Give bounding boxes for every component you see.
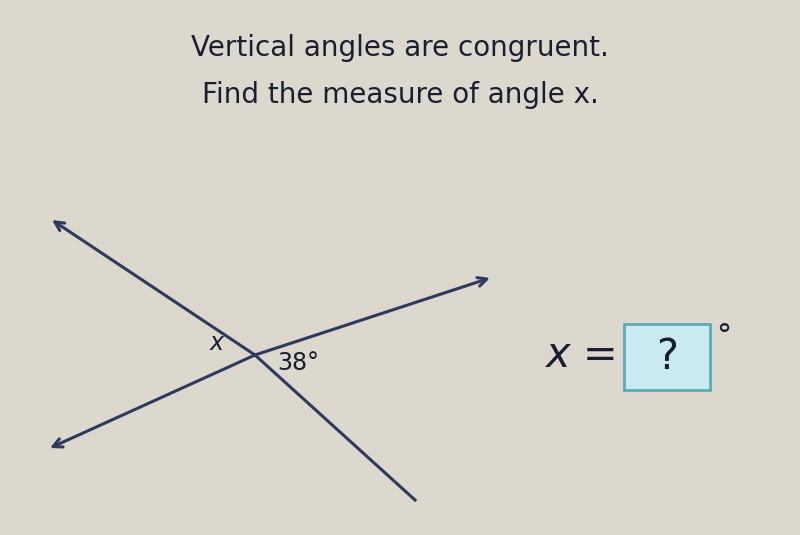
- Text: 38°: 38°: [277, 351, 319, 375]
- Text: Vertical angles are congruent.: Vertical angles are congruent.: [191, 34, 609, 62]
- Text: °: °: [716, 322, 731, 350]
- Text: ?: ?: [656, 336, 678, 378]
- FancyBboxPatch shape: [624, 324, 710, 390]
- Text: Find the measure of angle x.: Find the measure of angle x.: [202, 81, 598, 109]
- Text: x: x: [210, 331, 224, 355]
- Text: x =: x =: [545, 334, 631, 376]
